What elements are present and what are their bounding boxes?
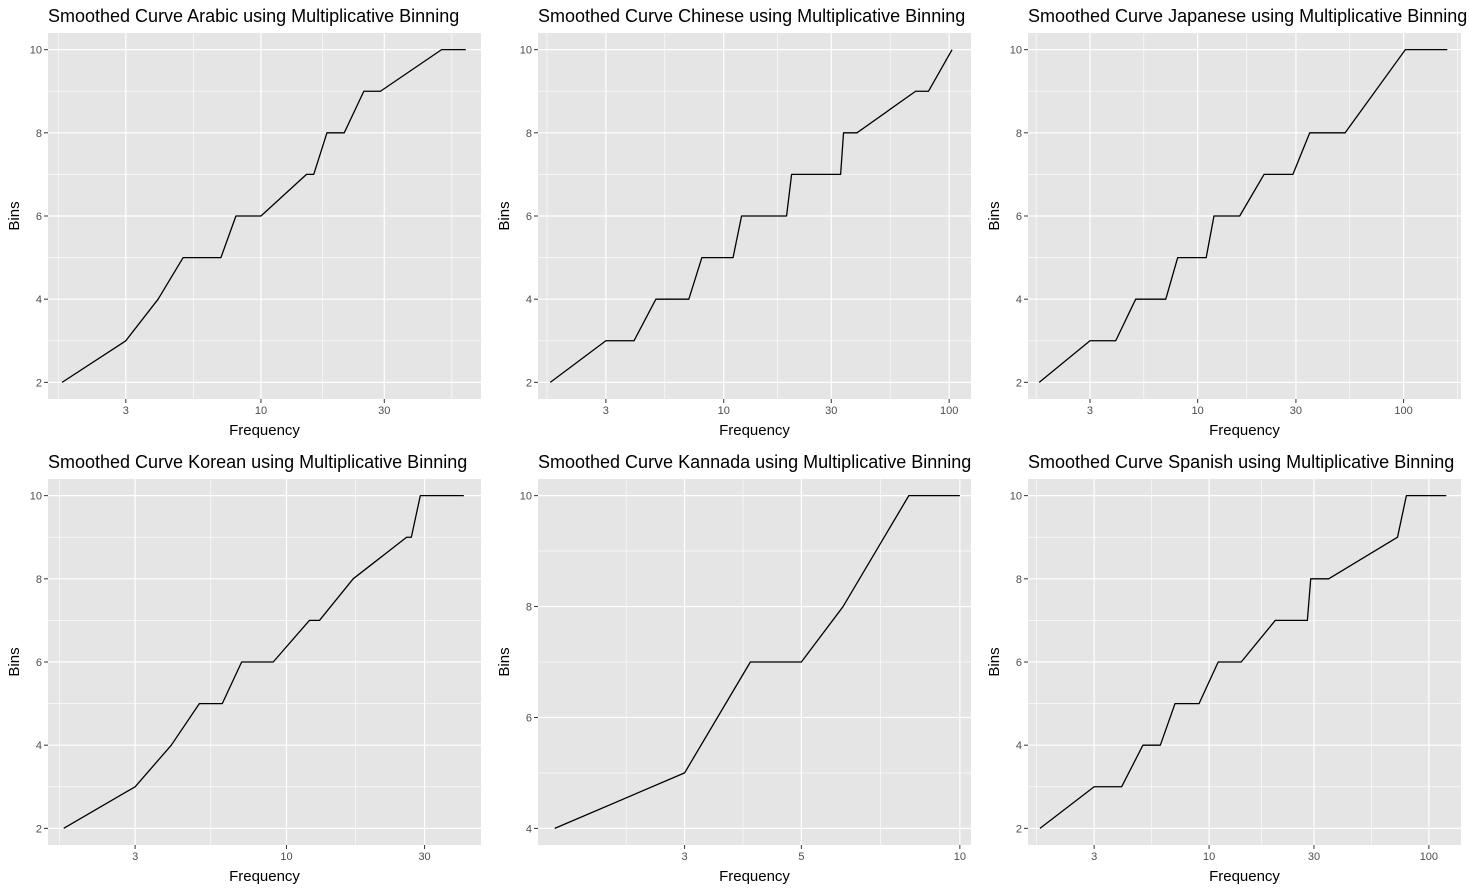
x-axis-label: Frequency [1209,868,1280,885]
chart-panel-korean: Smoothed Curve Korean using Multiplicati… [0,446,490,891]
x-tick-label: 10 [1203,851,1215,863]
chart-title: Smoothed Curve Kannada using Multiplicat… [538,452,972,472]
plot-japanese: 3 10 30 100 2 4 6 8 10 Frequency Bins [986,33,1461,439]
y-tick-label: 2 [36,377,42,389]
plot-kannada: 3 5 10 4 6 8 10 Frequency Bins [496,479,971,885]
x-tick-label: 3 [1091,851,1097,863]
chart-title: Smoothed Curve Chinese using Multiplicat… [538,6,966,26]
chart-panel-spanish: Smoothed Curve Spanish using Multiplicat… [980,446,1469,891]
y-tick-label: 4 [526,823,532,835]
x-axis-label: Frequency [229,868,300,885]
x-tick-label: 3 [123,405,129,417]
plot-arabic: 3 10 30 2 4 6 8 10 Frequency Bins [6,33,481,439]
y-tick-label: 10 [30,491,42,503]
chart-title: Smoothed Curve Spanish using Multiplicat… [1028,452,1455,472]
x-tick-label: 10 [255,405,267,417]
series-line [549,49,953,383]
chart-title: Smoothed Curve Korean using Multiplicati… [48,452,468,472]
series-line [554,494,960,829]
x-tick-label: 30 [378,405,390,417]
x-tick-label: 30 [1308,851,1320,863]
chart-panel-chinese: Smoothed Curve Chinese using Multiplicat… [490,0,980,445]
chart-panel-japanese: Smoothed Curve Japanese using Multiplica… [980,0,1469,445]
y-axis-label: Bins [6,647,23,676]
x-tick-label: 3 [1087,405,1093,417]
y-tick-label: 10 [520,491,532,503]
y-tick-label: 4 [36,740,42,752]
y-tick-label: 10 [1010,491,1022,503]
y-tick-label: 6 [1016,211,1022,223]
x-tick-label: 3 [132,851,138,863]
y-tick-label: 4 [1016,294,1022,306]
y-tick-label: 6 [1016,657,1022,669]
y-axis-label: Bins [986,201,1003,230]
x-axis-label: Frequency [719,868,790,885]
x-tick-label: 3 [682,851,688,863]
series-line [1038,48,1448,383]
series-line [1039,494,1447,829]
y-tick-label: 4 [1016,740,1022,752]
x-tick-label: 5 [798,851,804,863]
chart-title: Smoothed Curve Japanese using Multiplica… [1028,6,1468,26]
y-axis-label: Bins [496,201,513,230]
series-line [63,494,464,829]
y-tick-label: 6 [36,657,42,669]
series-line [61,48,466,383]
y-axis-label: Bins [496,647,513,676]
x-tick-label: 100 [940,405,958,417]
chart-title: Smoothed Curve Arabic using Multiplicati… [48,6,460,26]
y-tick-label: 6 [526,712,532,724]
y-tick-label: 2 [36,823,42,835]
plot-korean: 3 10 30 2 4 6 8 10 Frequency Bins [6,479,481,885]
y-tick-label: 8 [36,574,42,586]
x-axis-label: Frequency [1209,422,1280,439]
y-tick-label: 4 [36,294,42,306]
y-tick-label: 6 [526,211,532,223]
x-axis-label: Frequency [229,422,300,439]
x-axis-label: Frequency [719,422,790,439]
x-tick-label: 10 [1192,405,1204,417]
y-tick-label: 2 [1016,823,1022,835]
y-tick-label: 4 [526,294,532,306]
y-tick-label: 10 [1010,45,1022,57]
y-tick-label: 2 [1016,377,1022,389]
chart-panel-arabic: Smoothed Curve Arabic using Multiplicati… [0,0,490,445]
x-tick-label: 3 [603,405,609,417]
y-tick-label: 10 [520,45,532,57]
y-tick-label: 8 [1016,128,1022,140]
y-tick-label: 10 [30,45,42,57]
y-tick-label: 8 [1016,574,1022,586]
x-tick-label: 10 [280,851,292,863]
y-tick-label: 8 [36,128,42,140]
plot-chinese: 3 10 30 100 2 4 6 8 10 Frequency Bins [496,33,971,439]
y-axis-label: Bins [6,201,23,230]
x-tick-label: 30 [1290,405,1302,417]
x-tick-label: 10 [718,405,730,417]
x-tick-label: 30 [418,851,430,863]
chart-panel-kannada: Smoothed Curve Kannada using Multiplicat… [490,446,980,891]
x-tick-label: 100 [1394,405,1412,417]
y-tick-label: 8 [526,128,532,140]
x-tick-label: 100 [1420,851,1438,863]
y-tick-label: 2 [526,377,532,389]
y-tick-label: 6 [36,211,42,223]
y-axis-label: Bins [986,647,1003,676]
plot-spanish: 3 10 30 100 2 4 6 8 10 Frequency Bins [986,479,1461,885]
x-tick-label: 30 [825,405,837,417]
y-tick-label: 8 [526,602,532,614]
x-tick-label: 10 [954,851,966,863]
